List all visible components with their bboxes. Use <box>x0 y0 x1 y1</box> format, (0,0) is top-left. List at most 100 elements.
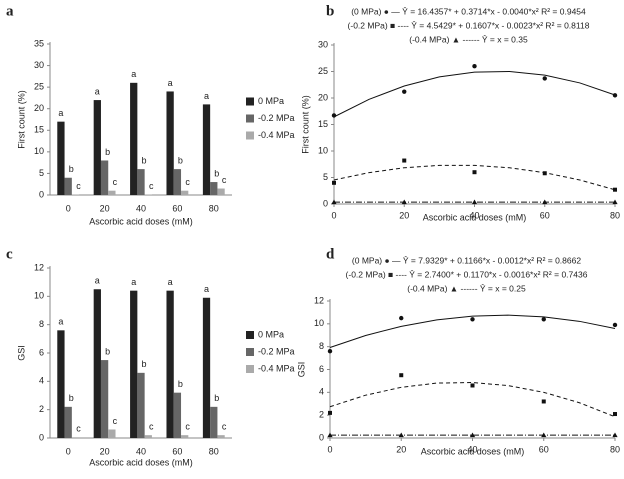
x-tick-label: 60 <box>172 203 182 213</box>
y-tick-label: 25 <box>318 66 328 76</box>
x-axis-label: Ascorbic acid doses (mM) <box>89 216 193 226</box>
point <box>470 317 475 322</box>
legend-label: -0.2 MPa <box>258 346 295 356</box>
y-axis-label: First count (%) <box>16 90 26 149</box>
x-tick-label: 0 <box>66 446 71 456</box>
y-axis-label: GSI <box>16 345 26 361</box>
fit-line <box>329 382 616 418</box>
bar <box>108 429 116 438</box>
y-tick-label: 5 <box>323 172 328 182</box>
x-tick-label: 20 <box>396 444 406 454</box>
panel-label: a <box>6 3 14 19</box>
x-tick-label: 60 <box>539 444 549 454</box>
bar <box>108 190 116 195</box>
legend-label: -0.4 MPa <box>258 363 295 373</box>
bar <box>137 169 145 195</box>
legend-label: 0 MPa <box>258 329 284 339</box>
panel-label: b <box>326 3 334 19</box>
point <box>327 432 333 438</box>
point <box>469 432 476 438</box>
y-tick-label: 10 <box>34 291 44 301</box>
y-tick-label: 2 <box>39 404 44 414</box>
y-tick-label: 0 <box>323 198 328 208</box>
x-tick-label: 20 <box>100 203 110 213</box>
legend-swatch <box>246 365 254 373</box>
x-tick-label: 80 <box>610 444 620 454</box>
y-tick-label: 4 <box>319 387 324 397</box>
point <box>541 432 547 438</box>
point <box>613 412 617 417</box>
equation: (0 MPa) ● — Ŷ = 7.9329* + 0.1166*x - 0.0… <box>352 255 581 265</box>
x-tick-label: 40 <box>136 203 146 213</box>
bar <box>64 406 72 438</box>
bar <box>202 104 211 195</box>
bar-letter: a <box>58 108 63 118</box>
point <box>470 383 475 388</box>
bar-letter: a <box>204 284 209 294</box>
y-tick-label: 0 <box>319 432 324 442</box>
point <box>402 89 407 94</box>
fit-line <box>329 314 616 348</box>
bar-letter: b <box>178 379 183 389</box>
bar <box>130 82 138 195</box>
y-tick-label: 0 <box>39 432 44 442</box>
fit-line <box>333 70 616 118</box>
y-tick-label: 15 <box>34 125 44 135</box>
bar <box>173 392 182 438</box>
bar <box>217 188 225 195</box>
bar-letter: a <box>204 91 209 101</box>
bar-letter: a <box>168 78 173 88</box>
y-tick-label: 15 <box>318 119 328 129</box>
bar-letter: c <box>222 422 227 432</box>
legend-label: -0.2 MPa <box>258 113 295 123</box>
point <box>612 93 618 98</box>
point <box>328 410 332 415</box>
bar-letter: b <box>69 164 74 174</box>
bar-letter: b <box>214 393 219 403</box>
legend-label: 0 MPa <box>258 96 284 106</box>
legend-swatch <box>246 131 254 140</box>
y-tick-label: 8 <box>39 319 44 329</box>
legend-label: -0.4 MPa <box>258 130 295 140</box>
x-tick-label: 80 <box>209 446 219 456</box>
point <box>401 199 407 205</box>
bar-letter: a <box>58 317 63 327</box>
y-tick-label: 20 <box>34 103 44 113</box>
x-tick-label: 80 <box>209 203 219 213</box>
y-axis-label: First count (%) <box>300 95 310 154</box>
bar <box>100 160 109 195</box>
panel-label: d <box>326 246 335 262</box>
x-tick-label: 80 <box>610 210 620 220</box>
point <box>612 199 618 205</box>
legend-swatch <box>246 331 254 339</box>
point <box>613 187 617 192</box>
bar <box>166 290 174 438</box>
point <box>612 322 618 328</box>
x-tick-label: 40 <box>136 446 146 456</box>
panel-label: c <box>6 246 13 262</box>
x-tick-label: 40 <box>469 210 479 220</box>
y-tick-label: 25 <box>34 82 44 92</box>
point <box>542 171 547 176</box>
bar-letter: c <box>185 177 190 187</box>
y-tick-label: 6 <box>39 347 44 357</box>
fit-line <box>333 164 616 191</box>
point <box>472 63 477 69</box>
bar-letter: b <box>214 168 219 178</box>
bar <box>210 406 218 438</box>
bar-letter: c <box>149 422 154 432</box>
bar <box>71 437 80 438</box>
y-tick-label: 30 <box>318 39 328 49</box>
legend-swatch <box>246 114 254 123</box>
bar-letter: c <box>113 416 118 426</box>
y-tick-label: 12 <box>34 262 44 272</box>
bar <box>57 330 65 438</box>
point <box>542 76 547 81</box>
point <box>331 113 337 118</box>
x-tick-label: 60 <box>540 210 550 220</box>
bar <box>137 372 145 438</box>
bar <box>202 297 211 438</box>
point <box>541 399 546 404</box>
point <box>541 317 546 322</box>
y-tick-label: 4 <box>39 376 44 386</box>
